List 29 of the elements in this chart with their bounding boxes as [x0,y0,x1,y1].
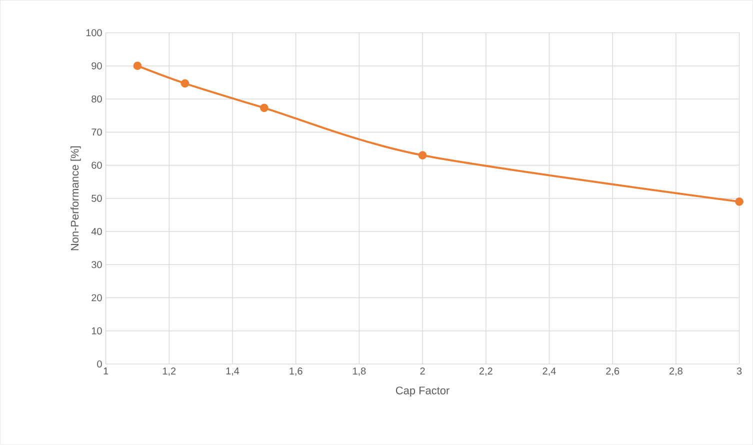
y-tick-label: 0 [97,360,102,368]
x-tick-label: 1,2 [162,368,176,376]
x-tick-label: 1,8 [353,368,366,376]
y-tick-label: 20 [92,294,102,302]
y-tick-label: 60 [92,162,102,169]
x-tick-label: 2,2 [479,368,492,376]
y-tick-label: 10 [92,327,102,335]
x-tick-label: 1,4 [226,368,240,376]
x-axis-title: Cap Factor [396,386,450,397]
x-tick-label: 2,6 [606,368,620,376]
point [133,62,142,70]
y-tick-label: 70 [92,128,102,136]
x-tick-label: 2,4 [542,368,556,376]
y-tick-label: 30 [92,261,102,268]
y-tick-label: 50 [92,194,102,202]
y-tick-label: 100 [86,29,102,36]
y-axis-title: Non-Performance [%] [70,146,81,250]
y-tick-label: 90 [92,62,102,70]
x-tick-label: 3 [736,368,742,375]
point [418,151,427,160]
y-tick-label: 80 [92,96,102,103]
x-tick-label: 2 [420,368,425,375]
x-tick-label: 1,6 [290,368,302,376]
y-tick-label: 40 [91,228,102,236]
point [180,79,190,88]
point [260,104,268,112]
x-tick-label: 1 [104,368,108,374]
x-tick-label: 2,8 [670,368,682,376]
point [735,198,744,206]
